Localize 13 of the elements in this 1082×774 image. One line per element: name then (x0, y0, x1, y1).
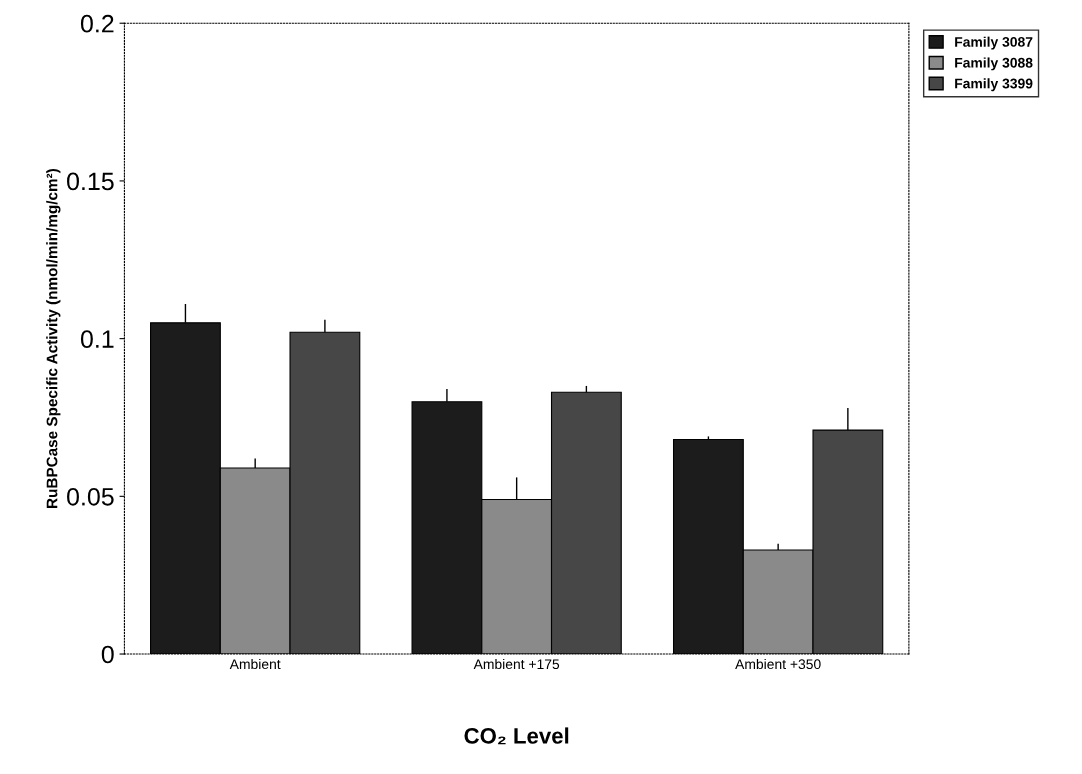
legend-label: Family 3088 (955, 57, 1033, 71)
x-tick-label: Ambient +175 (473, 658, 560, 670)
legend-label: Family 3087 (955, 36, 1033, 50)
x-axis-title: CO₂ Level (464, 727, 569, 745)
x-tick-label: Ambient +350 (735, 658, 821, 670)
y-tick-label: 0.2 (80, 14, 114, 33)
y-tick-label: 0.05 (67, 487, 114, 506)
y-axis-title: RuBPCase Specific Activity (nmol/min/mg/cm²) (46, 169, 61, 508)
y-tick-label: 0 (101, 645, 114, 664)
y-tick-label: 0.1 (80, 330, 114, 348)
y-tick-label: 0.15 (67, 172, 114, 191)
x-tick-label: Ambient (229, 658, 281, 670)
legend-label: Family 3399 (955, 78, 1033, 92)
